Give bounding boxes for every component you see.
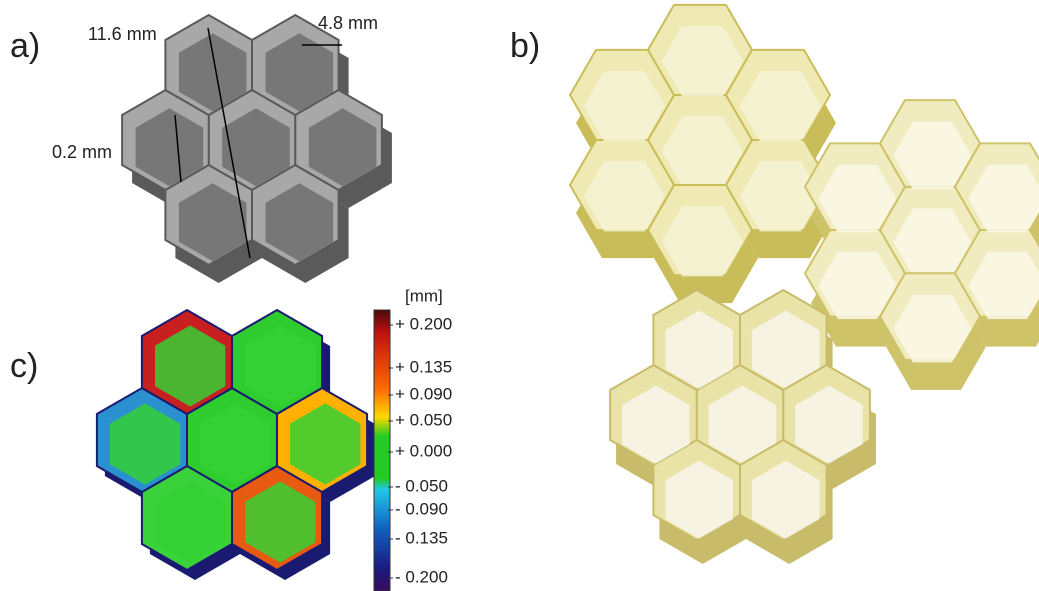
illustrations xyxy=(95,3,1039,580)
dimension-label: 4.8 mm xyxy=(318,13,378,33)
cell-inner xyxy=(583,161,665,232)
cell-inner xyxy=(739,71,821,142)
cell-inner xyxy=(222,108,290,187)
cell-inner xyxy=(622,385,690,464)
panel-label: c) xyxy=(10,347,38,385)
cell-inner xyxy=(661,26,743,97)
dimension-label: 0.2 mm xyxy=(52,142,112,162)
cell-inner xyxy=(245,481,316,563)
panel-label: a) xyxy=(10,27,40,65)
panel-label: b) xyxy=(510,27,540,65)
cell-inner xyxy=(751,460,820,539)
cell-inner xyxy=(665,310,733,389)
cell-inner xyxy=(665,460,733,539)
colorbar-label: + 0.050 xyxy=(395,410,452,429)
colorbar-unit: [mm] xyxy=(405,286,443,305)
dimension-label: 11.6 mm xyxy=(88,24,157,44)
cell-inner xyxy=(245,325,316,407)
cell-inner xyxy=(583,71,665,142)
cell-inner xyxy=(893,294,972,363)
cell-inner xyxy=(265,183,334,262)
cell-inner xyxy=(968,164,1039,233)
cell-inner xyxy=(308,108,377,187)
cell-inner xyxy=(265,33,334,112)
cell-inner xyxy=(200,403,271,485)
colorbar-labels: + 0.200 + 0.135 + 0.090 + 0.050 + 0.000 - 0.0… xyxy=(388,314,452,586)
cell-inner xyxy=(708,385,777,464)
cell-inner xyxy=(968,251,1039,320)
dimension-arrows xyxy=(174,27,342,259)
colorbar-label: + 0.000 xyxy=(395,441,452,460)
cell-inner xyxy=(155,325,226,407)
colorbar-label: - 0.135 xyxy=(395,528,448,547)
cell-inner xyxy=(290,403,361,485)
cell-inner xyxy=(661,116,743,187)
cell-inner xyxy=(178,183,247,262)
cell-inner xyxy=(661,206,743,277)
colorbar-label: + 0.135 xyxy=(395,357,452,376)
colorbar-label: - 0.200 xyxy=(395,567,448,586)
cell-inner xyxy=(818,164,897,233)
colorbar-label: + 0.090 xyxy=(395,384,452,403)
cell-inner xyxy=(818,251,897,320)
cell-inner xyxy=(739,161,821,232)
cell-inner xyxy=(110,403,181,485)
cell-inner xyxy=(795,385,863,464)
cell-inner xyxy=(751,310,820,389)
colorbar-label: - 0.090 xyxy=(395,499,448,518)
colorbar xyxy=(373,309,391,591)
cell-inner xyxy=(135,108,204,187)
cell-inner xyxy=(178,33,247,112)
colorbar-label: + 0.200 xyxy=(395,314,452,333)
cell-inner xyxy=(155,481,226,563)
cell-inner xyxy=(893,208,972,276)
cell-inner xyxy=(893,121,972,190)
colorbar-label: - 0.050 xyxy=(395,476,448,495)
